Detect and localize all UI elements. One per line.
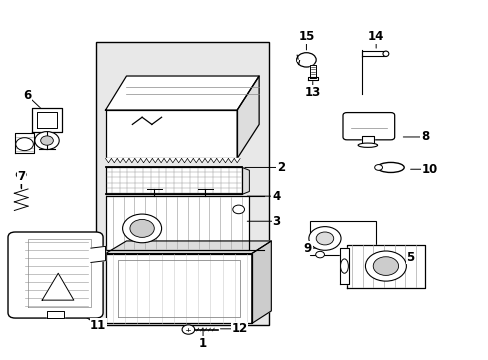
Polygon shape (32, 108, 61, 132)
Text: 12: 12 (231, 322, 247, 335)
Polygon shape (91, 246, 105, 262)
Circle shape (122, 214, 161, 243)
Circle shape (182, 325, 194, 334)
Polygon shape (309, 65, 315, 78)
Polygon shape (105, 158, 111, 163)
Text: 2: 2 (276, 161, 285, 174)
Circle shape (41, 136, 53, 145)
Polygon shape (204, 158, 210, 163)
Polygon shape (199, 158, 204, 163)
Polygon shape (129, 158, 135, 163)
Text: 4: 4 (271, 190, 280, 203)
Ellipse shape (340, 259, 347, 273)
Polygon shape (361, 136, 373, 144)
Polygon shape (339, 248, 348, 284)
Polygon shape (117, 158, 123, 163)
Text: 3: 3 (272, 215, 280, 228)
Polygon shape (346, 244, 424, 288)
Polygon shape (251, 241, 271, 323)
Polygon shape (222, 158, 228, 163)
Polygon shape (210, 158, 216, 163)
Circle shape (130, 220, 154, 237)
Text: 1: 1 (199, 337, 207, 350)
Polygon shape (169, 158, 175, 163)
Text: 15: 15 (298, 30, 314, 43)
Text: 11: 11 (90, 319, 106, 332)
Polygon shape (163, 158, 169, 163)
Circle shape (316, 232, 333, 245)
Polygon shape (141, 158, 146, 163)
FancyBboxPatch shape (342, 113, 394, 140)
Text: 7: 7 (17, 170, 25, 183)
Polygon shape (307, 77, 317, 80)
FancyBboxPatch shape (8, 232, 103, 318)
Polygon shape (187, 158, 193, 163)
Ellipse shape (382, 51, 388, 57)
Polygon shape (15, 134, 34, 153)
Polygon shape (234, 158, 240, 163)
Polygon shape (242, 167, 249, 194)
Text: 6: 6 (23, 89, 32, 102)
Polygon shape (47, 311, 64, 318)
Polygon shape (175, 158, 181, 163)
Text: 9: 9 (303, 242, 311, 255)
Circle shape (16, 138, 33, 150)
Polygon shape (105, 241, 271, 253)
Ellipse shape (357, 143, 377, 147)
Circle shape (315, 251, 324, 258)
Polygon shape (105, 110, 237, 158)
Polygon shape (135, 158, 141, 163)
Ellipse shape (377, 162, 404, 172)
Polygon shape (105, 253, 251, 323)
Polygon shape (146, 158, 152, 163)
Polygon shape (361, 51, 385, 56)
Polygon shape (152, 158, 158, 163)
Polygon shape (158, 158, 163, 163)
Polygon shape (216, 158, 222, 163)
Circle shape (296, 53, 316, 67)
Polygon shape (42, 273, 74, 300)
Polygon shape (105, 196, 249, 250)
Polygon shape (105, 167, 242, 194)
Polygon shape (228, 158, 234, 163)
Circle shape (365, 251, 406, 281)
Circle shape (372, 257, 398, 275)
Text: 10: 10 (421, 163, 437, 176)
Polygon shape (193, 158, 199, 163)
Polygon shape (123, 158, 129, 163)
Circle shape (374, 165, 382, 170)
Text: 5: 5 (406, 251, 413, 264)
Polygon shape (181, 158, 187, 163)
Circle shape (16, 171, 26, 178)
Polygon shape (105, 76, 259, 110)
Polygon shape (111, 158, 117, 163)
Text: 13: 13 (304, 86, 320, 99)
Circle shape (35, 132, 59, 149)
FancyBboxPatch shape (96, 42, 268, 325)
Text: 14: 14 (367, 30, 384, 43)
Circle shape (232, 205, 244, 214)
Text: 8: 8 (420, 130, 428, 144)
Circle shape (308, 226, 340, 250)
Polygon shape (237, 76, 259, 158)
